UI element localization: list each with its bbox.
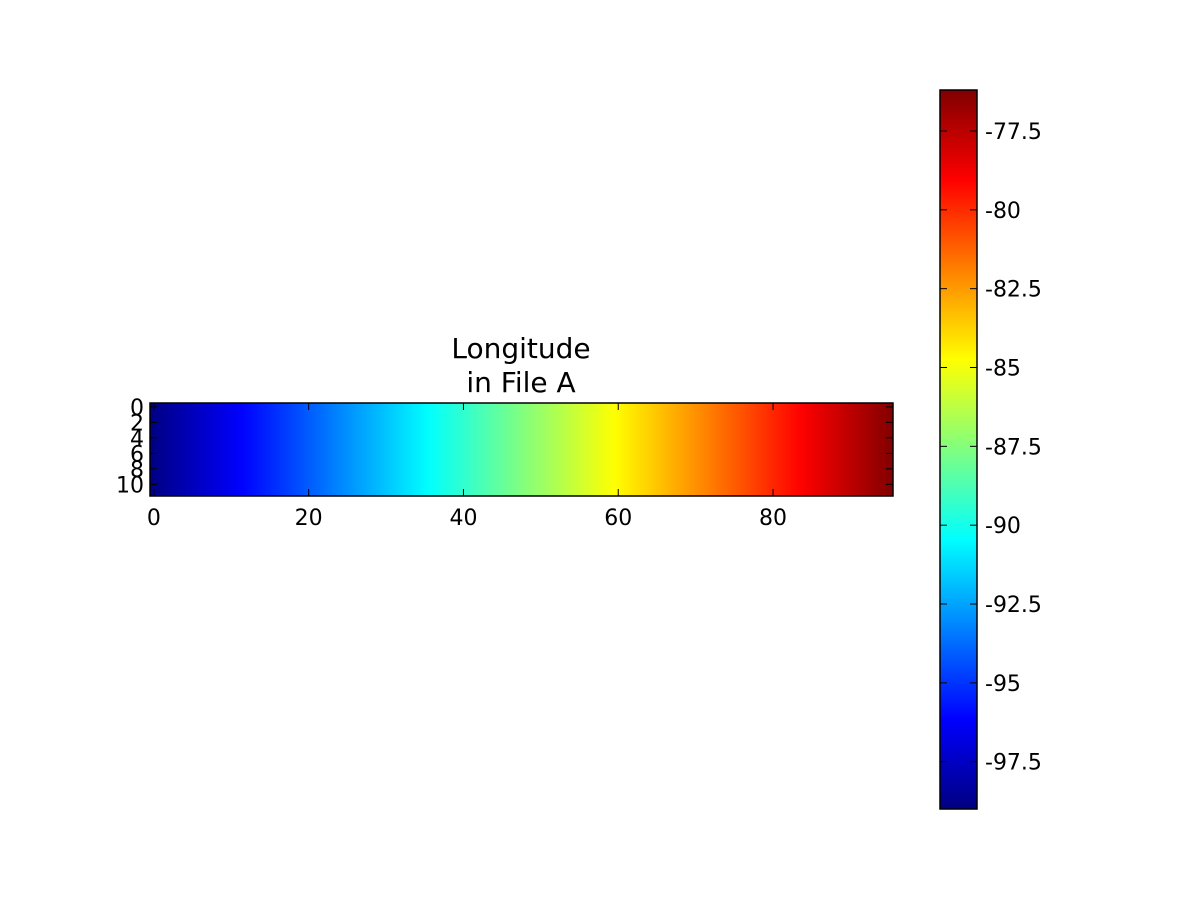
colorbar-ticks: -97.5 -95 -92.5 -90 -87.5 -85 -82.5 -80 -77.5 (940, 120, 1042, 776)
y-tick-label: 8 (130, 458, 144, 483)
colorbar-tick-label: -95 (985, 672, 1021, 697)
y-tick-label: 10 (116, 473, 144, 498)
y-tick-label: 6 (130, 442, 144, 467)
y-tick-label: 0 (130, 396, 144, 421)
x-tick-label: 40 (449, 506, 477, 531)
heatmap-frame (149, 402, 894, 497)
x-tick-label: 20 (295, 506, 323, 531)
colorbar-tick-label: -87.5 (985, 435, 1042, 460)
chart-title-line-2: in File A (466, 366, 575, 399)
colorbar (940, 90, 977, 809)
colorbar-tick-label: -92.5 (985, 593, 1042, 618)
colorbar-tick-label: -97.5 (985, 751, 1042, 776)
x-tick-label: 60 (604, 506, 632, 531)
x-axis-ticks: 0 20 40 60 80 (147, 403, 787, 531)
x-tick-label: 0 (147, 506, 161, 531)
heatmap-image (150, 403, 893, 496)
y-tick-label: 4 (130, 427, 144, 452)
colorbar-tick-label: -90 (985, 514, 1021, 539)
y-tick-label: 2 (130, 411, 144, 436)
colorbar-tick-label: -80 (985, 199, 1021, 224)
x-tick-label: 80 (759, 506, 787, 531)
colorbar-frame (939, 89, 978, 810)
colorbar-tick-label: -85 (985, 357, 1021, 382)
chart-title-line-1: Longitude (451, 332, 590, 365)
colorbar-tick-label: -77.5 (985, 120, 1042, 145)
colorbar-tick-label: -82.5 (985, 278, 1042, 303)
